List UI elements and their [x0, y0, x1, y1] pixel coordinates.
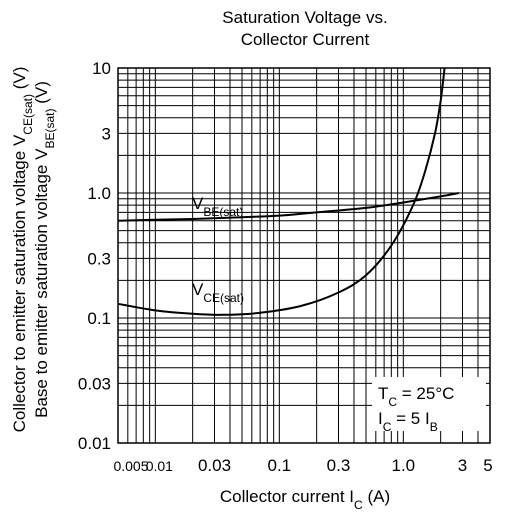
series	[117, 67, 459, 316]
x-tick-label: 0.03	[198, 456, 231, 475]
y-tick-label: 3	[102, 124, 111, 143]
y-tick-label: 0.3	[87, 249, 111, 268]
y-tick-label: 1.0	[87, 184, 111, 203]
condition-current-ratio: IC = 5 IB	[378, 409, 438, 434]
y-tick-label: 0.03	[78, 374, 111, 393]
chart-title: Saturation Voltage vs. Collector Current	[222, 8, 387, 49]
series-line-besat	[117, 192, 459, 222]
x-tick-label: 0.005	[113, 458, 148, 474]
y-tick-label: 0.01	[78, 434, 111, 453]
y-axis-title-1: Collector to emitter saturation voltage …	[10, 67, 35, 433]
condition-temperature: TC = 25°C	[378, 384, 454, 409]
y-axis-label: Collector to emitter saturation voltage …	[10, 67, 57, 433]
x-tick-label: 0.01	[146, 458, 173, 474]
series-labels: VBE(sat) VCE(sat)	[192, 194, 244, 305]
series-label-vbe: VBE(sat)	[192, 194, 243, 219]
series-line-cesat	[117, 67, 446, 316]
conditions-annotation: TC = 25°CIC = 5 IB	[372, 377, 486, 434]
y-tick-label: 10	[92, 59, 111, 78]
x-tick-label: 0.3	[327, 456, 351, 475]
x-tick-label: 3	[458, 456, 467, 475]
x-tick-label: 5	[483, 456, 492, 475]
plot-frame	[117, 67, 491, 444]
y-tick-labels: 0.01 0.03 0.1 0.3 1.0 3 10	[78, 59, 111, 453]
chart-title-line-1: Saturation Voltage vs.	[222, 8, 387, 27]
y-axis-title-text: Collector to emitter saturation voltage …	[10, 67, 35, 433]
x-tick-label: 0.1	[268, 456, 292, 475]
y-axis-title-text: Base to emitter saturation voltage VBE(s…	[32, 81, 57, 418]
x-axis-label: Collector current IC (A)	[220, 487, 390, 512]
series-label-vce: VCE(sat)	[192, 280, 244, 305]
conditions-box	[372, 377, 486, 431]
chart-title-line-2: Collector Current	[241, 30, 370, 49]
x-axis-title: Collector current IC (A)	[220, 487, 390, 512]
y-tick-label: 0.1	[87, 309, 111, 328]
x-tick-label: 1.0	[392, 456, 416, 475]
y-axis-title-2: Base to emitter saturation voltage VBE(s…	[32, 81, 57, 418]
